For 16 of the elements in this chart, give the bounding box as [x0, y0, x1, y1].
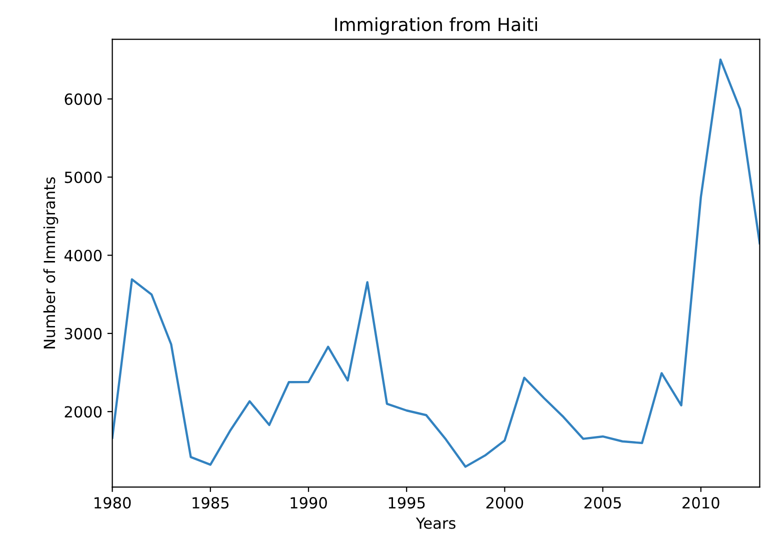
- chart-title: Immigration from Haiti: [335, 17, 537, 35]
- y-tick-label: 3000: [64, 328, 102, 340]
- x-tick-label: 2005: [584, 497, 621, 509]
- x-tick-label: 1980: [94, 497, 131, 509]
- x-axis-title: Years: [416, 518, 456, 529]
- y-tick-label: 6000: [64, 93, 102, 105]
- x-tick-label: 1985: [192, 497, 229, 509]
- x-tick-label: 1995: [388, 497, 425, 509]
- x-tick-label: 2000: [486, 497, 524, 509]
- y-tick-label: 2000: [64, 406, 102, 418]
- y-tick-label: 5000: [64, 172, 102, 184]
- y-tick-label: 4000: [64, 250, 102, 262]
- y-axis-title: Number of Immigrants: [43, 177, 58, 348]
- x-tick-label: 2010: [682, 497, 720, 509]
- line-series: [112, 58, 760, 468]
- x-tick-label: 1990: [290, 497, 327, 509]
